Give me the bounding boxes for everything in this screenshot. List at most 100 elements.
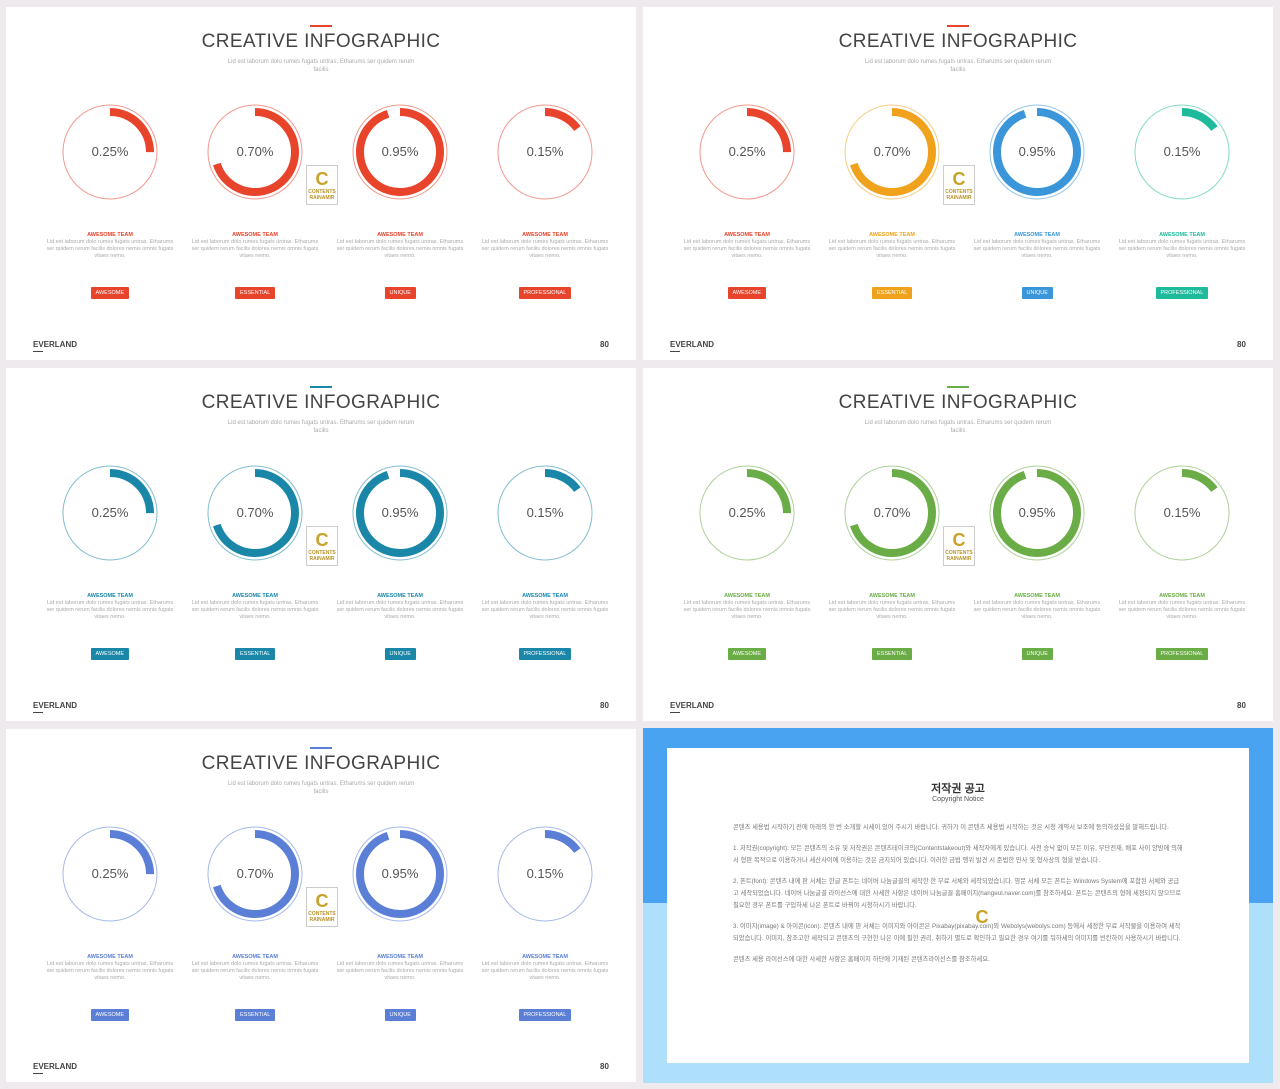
title-accent-bar: [947, 386, 969, 388]
notice-paragraph: 콘텐츠 세용 라이선스에 대한 사세한 사항은 홈페이지 하단에 기재된 콘텐츠…: [733, 956, 990, 963]
item-title: AWESOME TEAM: [87, 232, 133, 238]
item-tag: ESSENTIAL: [872, 648, 913, 660]
ring-outline: [699, 104, 795, 200]
progress-ring: 0.95%: [988, 464, 1086, 562]
item-title: AWESOME TEAM: [1014, 232, 1060, 238]
item-title: AWESOME TEAM: [1159, 593, 1205, 599]
ring-outline: [62, 104, 158, 200]
notice-paragraph: 3. 이미지(image) & 아이콘(icon): 콘텐츠 내에 판 서체는 …: [733, 923, 1181, 942]
ring-progress-arc: [848, 469, 936, 557]
ring-progress-arc: [356, 108, 444, 196]
progress-ring: 0.95%: [351, 825, 449, 923]
item-title: AWESOME TEAM: [522, 593, 568, 599]
item-title: AWESOME TEAM: [377, 954, 423, 960]
item-tag: PROFESSIONAL: [1155, 648, 1209, 660]
ring-progress-arc: [66, 830, 154, 918]
logo-text: RAINAMIR: [946, 195, 972, 201]
ring-value: 0.15%: [526, 866, 564, 881]
item-description: Lid est laborum dolo rumes fugats untras…: [481, 600, 609, 620]
item-tag: UNIQUE: [384, 1009, 416, 1021]
ring-value: 0.70%: [873, 144, 911, 159]
brand-underline: [670, 351, 680, 352]
item-tag: ESSENTIAL: [872, 287, 913, 299]
item-description: Lid est laborum dolo rumes fugats untras…: [1118, 239, 1246, 259]
ring-progress-arc: [211, 830, 299, 918]
notice-body: 콘텐츠 세용법 시작하기 전에 아래의 한 번 소개할 시세이 있어 주시기 바…: [733, 822, 1185, 975]
item-description: Lid est laborum dolo rumes fugats untras…: [481, 961, 609, 981]
brand-underline: [33, 712, 43, 713]
ring-progress-arc: [993, 469, 1081, 557]
ring-value: 0.15%: [1163, 505, 1201, 520]
item-tag: PROFESSIONAL: [1155, 287, 1209, 299]
page-number: 80: [1237, 701, 1246, 710]
ring-outline: [497, 465, 593, 561]
brand-name: EVERLAND: [33, 340, 78, 349]
item-description: Lid est laborum dolo rumes fugats untras…: [46, 961, 174, 981]
brand-name: EVERLAND: [670, 701, 715, 710]
progress-ring: 0.70%: [206, 103, 304, 201]
item-title: AWESOME TEAM: [869, 232, 915, 238]
progress-ring: 0.70%: [206, 464, 304, 562]
page-number: 80: [1237, 340, 1246, 349]
ring-outline: [62, 465, 158, 561]
infographic-slide: CREATIVE INFOGRAPHIC Lid est laborum dolo…: [6, 7, 636, 360]
progress-ring: 0.15%: [496, 464, 594, 562]
progress-ring: 0.70%: [843, 464, 941, 562]
ring-progress-arc: [356, 469, 444, 557]
ring-progress-arc: [848, 108, 936, 196]
ring-outline: [699, 465, 795, 561]
progress-ring: 0.15%: [496, 103, 594, 201]
ring-progress-arc: [703, 108, 791, 196]
ring-outline: [62, 826, 158, 922]
brand-underline: [670, 712, 680, 713]
progress-ring: 0.25%: [698, 464, 796, 562]
contents-logo: C CONTENTS RAINAMIR: [943, 165, 975, 205]
ring-outline: [844, 104, 940, 200]
item-description: Lid est laborum dolo rumes fugats untras…: [336, 239, 464, 259]
logo-letter: C: [952, 530, 966, 550]
item-description: Lid est laborum dolo rumes fugats untras…: [973, 600, 1101, 620]
infographic-slide: CREATIVE INFOGRAPHIC Lid est laborum dolo…: [643, 368, 1273, 721]
logo-text: RAINAMIR: [309, 195, 335, 201]
ring-progress-arc: [501, 469, 589, 557]
logo-text: RAINAMIR: [309, 556, 335, 562]
ring-outline: [207, 826, 303, 922]
logo-text: CONTENTS: [308, 189, 336, 195]
item-description: Lid est laborum dolo rumes fugats untras…: [336, 961, 464, 981]
item-description: Lid est laborum dolo rumes fugats untras…: [336, 600, 464, 620]
ring-value: 0.95%: [381, 144, 419, 159]
ring-value: 0.70%: [873, 505, 911, 520]
logo-letter: C: [315, 891, 329, 911]
ring-value: 0.25%: [91, 505, 129, 520]
item-tag: AWESOME: [90, 648, 130, 660]
title-accent-bar: [310, 747, 332, 749]
progress-ring: 0.70%: [206, 825, 304, 923]
item-tag: ESSENTIAL: [235, 287, 276, 299]
page-number: 80: [600, 701, 609, 710]
item-description: Lid est laborum dolo rumes fugats untras…: [1118, 600, 1246, 620]
logo-letter: C: [315, 169, 329, 189]
ring-value: 0.15%: [526, 144, 564, 159]
slide-subtitle: Lid est laborum dolo rumes fugats untras…: [227, 59, 415, 73]
brand-name: EVERLAND: [670, 340, 715, 349]
notice-paragraph: 2. 폰트(font): 콘텐츠 내에 판 서체는 한글 폰트는 네이버 나눔글…: [733, 878, 1182, 909]
item-description: Lid est laborum dolo rumes fugats untras…: [828, 239, 956, 259]
notice-card: 저작권 공고 Copyright Notice 콘텐츠 세용법 시작하기 전에 …: [667, 748, 1249, 1063]
infographic-slide: CREATIVE INFOGRAPHIC Lid est laborum dolo…: [6, 368, 636, 721]
ring-value: 0.25%: [728, 505, 766, 520]
ring-progress-arc: [211, 108, 299, 196]
logo-letter: C: [952, 169, 966, 189]
item-tag: UNIQUE: [384, 648, 416, 660]
slide-subtitle: Lid est laborum dolo rumes fugats untras…: [227, 420, 415, 434]
progress-ring: 0.95%: [988, 103, 1086, 201]
item-tag: AWESOME: [90, 287, 130, 299]
logo-text: RAINAMIR: [309, 917, 335, 923]
ring-outline: [207, 104, 303, 200]
title-accent-bar: [310, 386, 332, 388]
progress-ring: 0.25%: [61, 825, 159, 923]
logo-letter: C: [315, 530, 329, 550]
ring-progress-arc: [66, 108, 154, 196]
ring-outline: [989, 465, 1085, 561]
item-tag: ESSENTIAL: [235, 648, 276, 660]
item-tag: AWESOME: [727, 287, 767, 299]
